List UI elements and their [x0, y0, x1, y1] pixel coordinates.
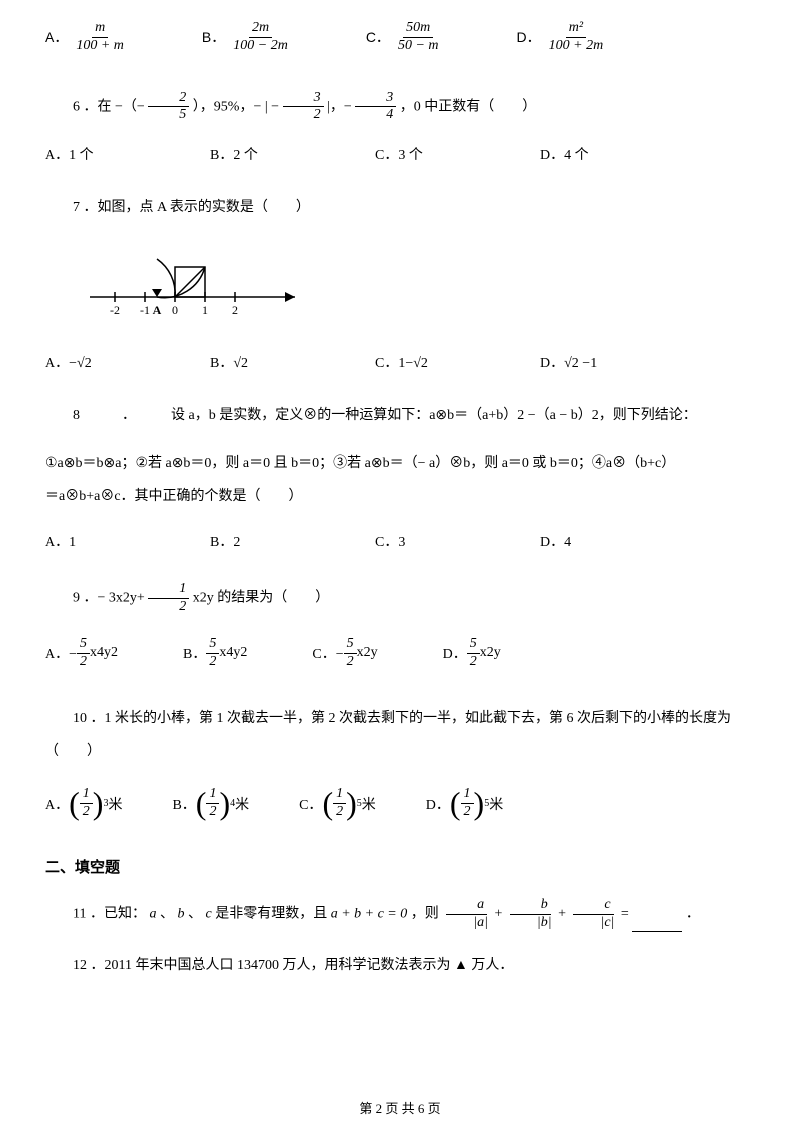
q5-options: A． m 100 + m B． 2m 100 − 2m C． 50m 50 − …	[45, 20, 755, 55]
answer-blank	[632, 931, 682, 932]
svg-text:-2: -2	[110, 303, 120, 317]
q7-options: A．−√2 B．√2 C．1−√2 D．√2 −1	[45, 352, 755, 372]
power-fraction: ( 1 2 ) 4	[196, 786, 235, 821]
option-a: A．1	[45, 531, 210, 551]
option-c: C．3 个	[375, 144, 540, 164]
fraction: 1 2	[148, 581, 189, 616]
fraction: m² 100 + 2m	[546, 20, 607, 55]
fraction: 5 2	[77, 636, 90, 671]
option-label: D．	[517, 27, 541, 47]
option-label: C．	[366, 27, 390, 47]
fraction: b |b|	[506, 897, 555, 932]
section-2-heading: 二、填空题	[45, 856, 755, 877]
q10-text2: （ ）	[45, 738, 755, 766]
svg-text:1: 1	[202, 303, 208, 317]
svg-text:A: A	[153, 303, 162, 317]
option-b: B． 2m 100 − 2m	[202, 20, 291, 55]
fraction: 3 2	[283, 90, 324, 125]
fraction: 2 5	[148, 90, 189, 125]
q10-options: A． ( 1 2 ) 3 米 B． ( 1 2 ) 4 米 C． (	[45, 786, 755, 821]
q10-text: 10 ．1 米长的小棒，第 1 次截去一半，第 2 次截去剩下的一半，如此截下去…	[45, 705, 755, 733]
fraction: m 100 + m	[73, 20, 127, 55]
q6-text: 6 ．在 −（− 2 5 ），95%，− | − 3 2 |，− 3 4 ，0 …	[45, 90, 755, 125]
option-b: B．√2	[210, 352, 375, 372]
option-d: D． ( 1 2 ) 5 米	[426, 786, 503, 821]
option-d: D． 5 2 x2y	[443, 636, 501, 671]
fraction: a |a|	[442, 897, 491, 932]
number-line-figure: -2 -1 0 1 2 A	[85, 242, 755, 327]
q8-line3: ＝a⊗b+a⊗c．其中正确的个数是（ ）	[45, 483, 755, 511]
option-b: B． ( 1 2 ) 4 米	[172, 786, 249, 821]
option-c: C． 50m 50 − m	[366, 20, 442, 55]
fraction: 5 2	[344, 636, 357, 671]
option-d: D．4	[540, 531, 705, 551]
q8-options: A．1 B．2 C．3 D．4	[45, 531, 755, 551]
option-a: A．−√2	[45, 352, 210, 372]
page-footer: 第 2 页 共 6 页	[0, 1098, 800, 1117]
option-b: B．2 个	[210, 144, 375, 164]
q11-text: 11 ．已知： a 、 b 、 c 是非零有理数，且 a + b + c = 0…	[45, 897, 755, 932]
option-label: B．	[202, 27, 225, 47]
fraction: c |c|	[569, 897, 617, 932]
fraction: 3 4	[355, 90, 396, 125]
option-b: B．2	[210, 531, 375, 551]
q8-line2: ①a⊗b＝b⊗a；②若 a⊗b＝0，则 a＝0 且 b＝0；③若 a⊗b＝（− …	[45, 450, 755, 478]
q7-text: 7 ．如图，点 A 表示的实数是（ ）	[45, 194, 755, 222]
fraction: 50m 50 − m	[395, 20, 442, 55]
option-d: D．4 个	[540, 144, 705, 164]
option-c: C．1−√2	[375, 352, 540, 372]
svg-text:2: 2	[232, 303, 238, 317]
option-b: B． 5 2 x4y2	[183, 636, 247, 671]
option-c: C．− 5 2 x2y	[312, 636, 377, 671]
fraction: 5 2	[467, 636, 480, 671]
svg-text:0: 0	[172, 303, 178, 317]
option-a: A．1 个	[45, 144, 210, 164]
option-d: D．√2 −1	[540, 352, 705, 372]
power-fraction: ( 1 2 ) 5	[450, 786, 489, 821]
option-c: C．3	[375, 531, 540, 551]
q8-line1: 8 ． 设 a，b 是实数，定义⊗的一种运算如下：a⊗b＝（a+b）2 −（a …	[45, 402, 755, 430]
q12-text: 12 ．2011 年末中国总人口 134700 万人，用科学记数法表示为 ▲ 万…	[45, 952, 755, 980]
q6-options: A．1 个 B．2 个 C．3 个 D．4 个	[45, 144, 755, 164]
option-c: C． ( 1 2 ) 5 米	[299, 786, 376, 821]
option-a: A． m 100 + m	[45, 20, 127, 55]
svg-text:-1: -1	[140, 303, 150, 317]
option-a: A． ( 1 2 ) 3 米	[45, 786, 122, 821]
option-d: D． m² 100 + 2m	[517, 20, 607, 55]
fraction: 5 2	[206, 636, 219, 671]
option-label: A．	[45, 27, 68, 47]
number-line-svg: -2 -1 0 1 2 A	[85, 242, 305, 322]
power-fraction: ( 1 2 ) 3	[69, 786, 108, 821]
fraction: 2m 100 − 2m	[230, 20, 291, 55]
option-a: A．− 5 2 x4y2	[45, 636, 118, 671]
q9-text: 9 ．− 3x2y+ 1 2 x2y 的结果为（ ）	[45, 581, 755, 616]
power-fraction: ( 1 2 ) 5	[322, 786, 361, 821]
q9-options: A．− 5 2 x4y2 B． 5 2 x4y2 C．− 5 2 x2y D． …	[45, 636, 755, 671]
